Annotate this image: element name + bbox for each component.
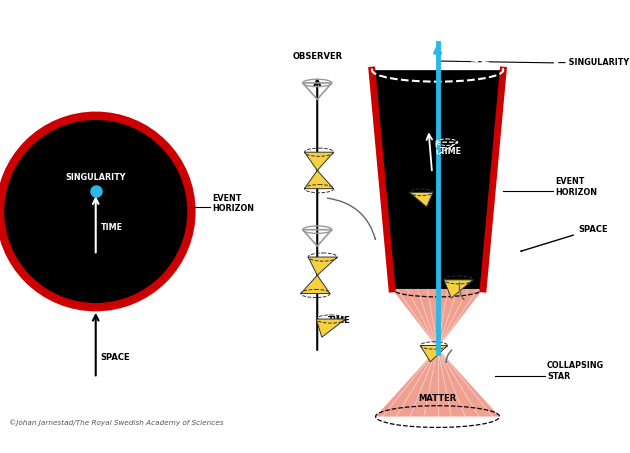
Text: TIME: TIME <box>439 147 461 156</box>
FancyArrowPatch shape <box>521 235 573 251</box>
Polygon shape <box>301 275 330 294</box>
Polygon shape <box>304 170 334 188</box>
Text: EVENT
HORIZON: EVENT HORIZON <box>212 193 255 213</box>
Text: SPACE: SPACE <box>578 225 607 234</box>
Polygon shape <box>392 289 483 348</box>
Polygon shape <box>375 348 500 417</box>
FancyArrowPatch shape <box>328 198 375 239</box>
Polygon shape <box>410 193 433 207</box>
FancyArrowPatch shape <box>459 283 464 299</box>
Text: TIME: TIME <box>328 316 351 325</box>
Text: SINGULARITY: SINGULARITY <box>66 173 126 182</box>
Polygon shape <box>420 346 447 362</box>
Polygon shape <box>304 152 334 170</box>
Text: MATTER: MATTER <box>418 394 457 403</box>
FancyArrowPatch shape <box>446 350 452 362</box>
Text: EVENT
HORIZON: EVENT HORIZON <box>555 177 597 197</box>
Polygon shape <box>308 257 337 275</box>
Polygon shape <box>444 280 473 298</box>
Text: TIME: TIME <box>101 223 123 232</box>
Polygon shape <box>316 319 345 337</box>
Text: COLLAPSING
STAR: COLLAPSING STAR <box>547 361 604 381</box>
Text: OBSERVER: OBSERVER <box>292 52 342 61</box>
Text: SPACE: SPACE <box>100 353 130 362</box>
Circle shape <box>0 116 192 307</box>
Text: ©Johan Jarnestad/The Royal Swedish Academy of Sciences: ©Johan Jarnestad/The Royal Swedish Acade… <box>9 419 224 426</box>
Text: — SINGULARITY: — SINGULARITY <box>558 58 629 67</box>
Polygon shape <box>372 70 503 289</box>
